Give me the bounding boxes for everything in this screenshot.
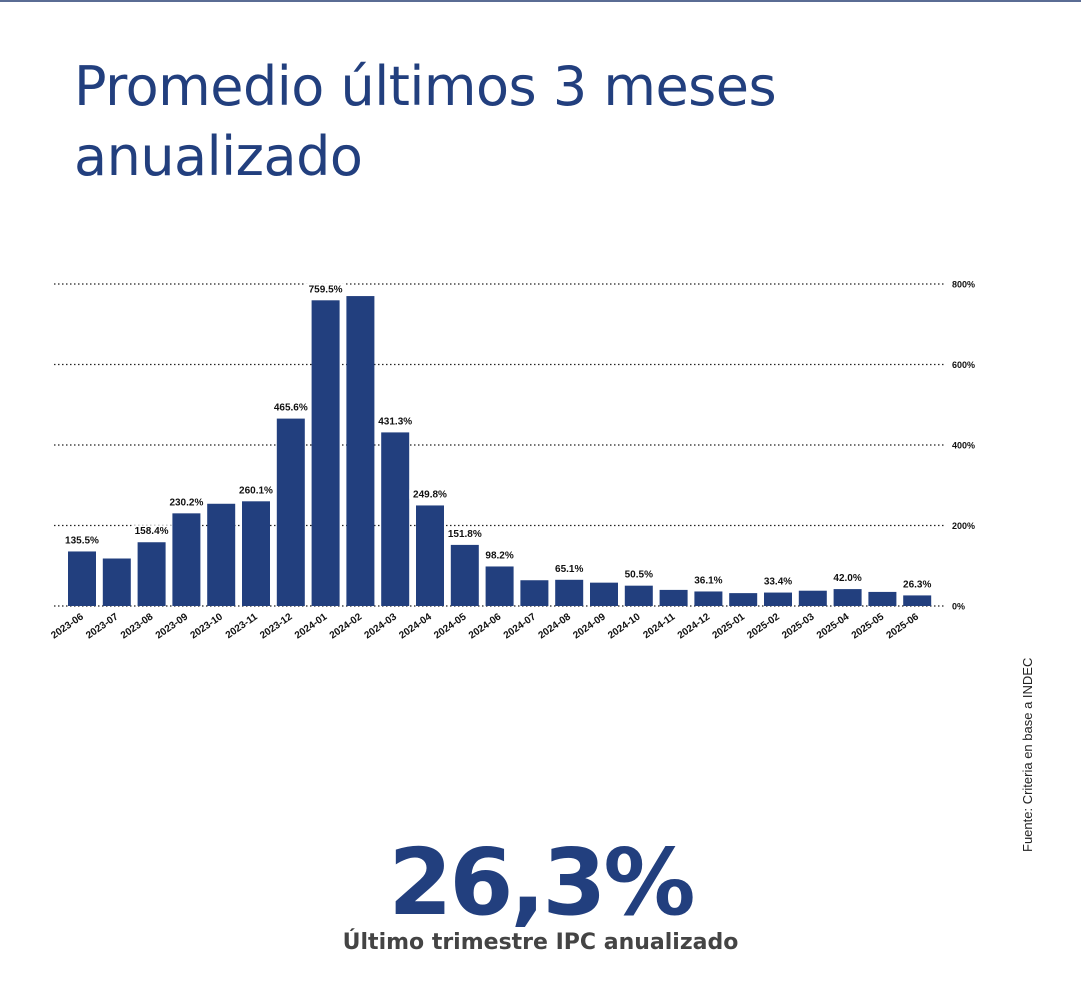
data-label: 98.2% bbox=[485, 550, 513, 561]
bar bbox=[624, 585, 653, 606]
data-label: 135.5% bbox=[65, 535, 99, 546]
data-label: 249.8% bbox=[413, 489, 447, 500]
bar bbox=[903, 595, 932, 606]
data-label-bg bbox=[690, 574, 727, 587]
data-label: 151.8% bbox=[448, 529, 482, 540]
data-label: 36.1% bbox=[694, 575, 722, 586]
data-label: 230.2% bbox=[169, 497, 203, 508]
x-tick-label: 2025-03 bbox=[780, 611, 817, 641]
data-label: 759.5% bbox=[309, 284, 343, 295]
data-label: 42.0% bbox=[833, 573, 861, 584]
data-label-bg bbox=[621, 568, 657, 581]
bar-chart: 0%200%400%600%800%2023-06135.5%2023-0720… bbox=[49, 280, 975, 642]
data-label-bg bbox=[760, 575, 796, 588]
x-tick-label: 2025-05 bbox=[850, 611, 887, 641]
y-tick-label: 200% bbox=[952, 521, 975, 531]
x-tick-label: 2024-11 bbox=[641, 611, 677, 641]
data-label: 158.4% bbox=[135, 526, 169, 537]
data-label: 431.3% bbox=[378, 416, 412, 427]
bar bbox=[172, 513, 201, 606]
x-tick-label: 2024-04 bbox=[397, 611, 434, 641]
highlight-caption: Último trimestre IPC anualizado bbox=[342, 930, 739, 955]
y-tick-label: 0% bbox=[952, 602, 965, 612]
x-tick-label: 2025-01 bbox=[711, 611, 748, 641]
x-tick-label: 2024-12 bbox=[676, 611, 713, 641]
x-tick-label: 2024-09 bbox=[571, 611, 608, 641]
bar bbox=[276, 418, 305, 606]
bar bbox=[868, 591, 897, 606]
x-tick-label: 2024-05 bbox=[432, 611, 469, 641]
bar bbox=[485, 566, 514, 606]
bar bbox=[555, 579, 584, 606]
data-label-bg bbox=[61, 534, 103, 547]
bar bbox=[764, 592, 792, 606]
bar bbox=[798, 590, 827, 606]
data-label-bg bbox=[829, 572, 866, 585]
bar bbox=[659, 589, 688, 606]
x-tick-label: 2023-08 bbox=[119, 611, 156, 641]
x-tick-label: 2024-07 bbox=[502, 611, 539, 641]
bar bbox=[694, 591, 723, 606]
data-label-bg bbox=[409, 488, 451, 501]
highlight-value: 26,3% bbox=[388, 829, 695, 936]
bar bbox=[729, 593, 758, 606]
chart-title: Promedio últimos 3 meses anualizado bbox=[74, 55, 777, 188]
data-label-bg bbox=[165, 496, 208, 509]
x-tick-label: 2024-08 bbox=[537, 611, 574, 641]
y-tick-label: 800% bbox=[952, 280, 975, 290]
x-tick-label: 2023-10 bbox=[189, 611, 226, 641]
x-tick-label: 2023-11 bbox=[224, 611, 260, 641]
data-label-bg bbox=[304, 283, 347, 296]
data-label-bg bbox=[130, 525, 173, 538]
bar bbox=[102, 558, 131, 606]
bar bbox=[242, 501, 270, 606]
bar bbox=[833, 589, 862, 606]
data-label: 26.3% bbox=[903, 579, 931, 590]
x-tick-label: 2024-03 bbox=[363, 611, 400, 641]
data-label-bg bbox=[551, 562, 587, 575]
data-label-bg bbox=[899, 578, 935, 591]
x-tick-label: 2023-12 bbox=[258, 611, 295, 641]
y-tick-label: 400% bbox=[952, 441, 975, 451]
data-label: 50.5% bbox=[625, 570, 653, 581]
x-tick-label: 2025-04 bbox=[815, 611, 852, 641]
x-tick-label: 2024-06 bbox=[467, 611, 504, 641]
bar bbox=[520, 580, 549, 606]
data-label-bg bbox=[235, 484, 277, 497]
x-tick-label: 2023-07 bbox=[84, 611, 121, 641]
data-label-bg bbox=[270, 401, 312, 414]
y-tick-label: 600% bbox=[952, 360, 975, 370]
bar bbox=[346, 296, 375, 606]
x-tick-label: 2023-06 bbox=[49, 611, 86, 641]
x-tick-label: 2025-02 bbox=[745, 611, 782, 641]
bar bbox=[381, 432, 410, 606]
x-tick-label: 2024-10 bbox=[606, 611, 643, 641]
bar bbox=[416, 505, 444, 606]
bar bbox=[207, 503, 236, 606]
top-rule bbox=[0, 0, 1081, 2]
source-note: Fuente: Criteria en base a INDEC bbox=[1020, 657, 1035, 852]
data-label: 260.1% bbox=[239, 485, 273, 496]
bar bbox=[311, 300, 340, 606]
data-label-bg bbox=[374, 415, 416, 428]
x-tick-label: 2025-06 bbox=[885, 611, 922, 641]
x-tick-label: 2024-02 bbox=[328, 611, 365, 641]
bar bbox=[590, 582, 618, 606]
x-tick-label: 2024-01 bbox=[293, 611, 330, 641]
data-label-bg bbox=[481, 549, 518, 562]
data-label: 465.6% bbox=[274, 403, 308, 414]
data-label-bg bbox=[444, 527, 486, 540]
bar bbox=[68, 551, 96, 606]
x-tick-label: 2023-09 bbox=[154, 611, 191, 641]
data-label: 65.1% bbox=[555, 564, 583, 575]
bar bbox=[450, 544, 479, 606]
data-label: 33.4% bbox=[764, 577, 792, 588]
bar bbox=[137, 542, 166, 606]
